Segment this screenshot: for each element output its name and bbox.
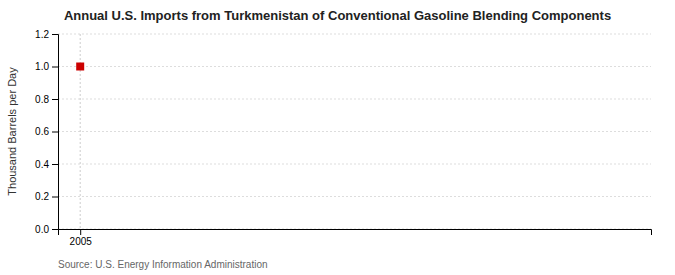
x-tick-label: 2005 (70, 236, 93, 247)
y-tick: 0.8 (35, 94, 58, 105)
y-tick-mark (52, 34, 58, 35)
y-tick: 1.0 (35, 61, 58, 72)
point (76, 63, 84, 71)
y-tick: 0.4 (35, 159, 58, 170)
y-tick-mark (52, 67, 58, 68)
y-tick-label: 1.0 (35, 61, 49, 72)
grid (58, 34, 651, 229)
y-tick-mark (52, 197, 58, 198)
y-axis: 0.0 0.2 0.4 0.6 0.8 1.0 1.2 (35, 29, 58, 235)
y-tick-label: 1.2 (35, 29, 49, 40)
title: Annual U.S. Imports from Turkmenistan of… (64, 8, 611, 23)
x-tick: 2005 (70, 229, 93, 247)
grid-line-y (58, 66, 651, 67)
x-axis-line (59, 230, 652, 236)
plot-area: 2005 0.0 0.2 0.4 0.6 0.8 1.0 1.2 (35, 29, 651, 247)
y-tick: 1.2 (35, 29, 58, 40)
marks (76, 63, 84, 71)
y-axis-title: Thousand Barrels per Day (6, 67, 18, 196)
y-tick-label: 0.8 (35, 94, 49, 105)
y-tick-mark (52, 132, 58, 133)
y-tick: 0.0 (35, 224, 58, 235)
y-tick-mark (52, 99, 58, 100)
chart: 2005 0.0 0.2 0.4 0.6 0.8 1.0 1.2 Annual U.S. Imp… (0, 0, 675, 275)
y-tick-label: 0.6 (35, 126, 49, 137)
y-tick-label: 0.0 (35, 224, 49, 235)
grid-line-y (58, 196, 651, 197)
y-tick-label: 0.2 (35, 191, 49, 202)
y-tick: 0.2 (35, 191, 58, 202)
grid-line-y (58, 164, 651, 165)
grid-line-y (58, 131, 651, 132)
source: Source: U.S. Energy Information Administ… (58, 259, 268, 270)
grid-line-y (58, 99, 651, 100)
y-tick: 0.6 (35, 126, 58, 137)
x-axis: 2005 (59, 229, 652, 247)
y-tick-mark (52, 229, 58, 230)
y-tick-mark (52, 164, 58, 165)
y-axis-line (52, 35, 59, 230)
grid-line-y (58, 34, 651, 35)
x-tick-mark (80, 229, 81, 235)
y-tick-label: 0.4 (35, 159, 49, 170)
